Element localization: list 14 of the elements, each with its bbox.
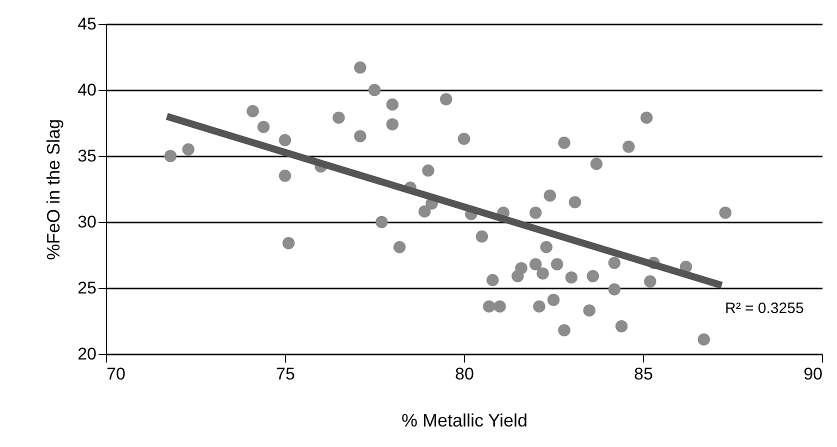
y-tick-label: 25 [78, 278, 96, 298]
y-tick-label: 20 [78, 344, 96, 364]
x-tick-label: 70 [106, 364, 126, 384]
y-tick-label: 35 [78, 146, 96, 166]
x-tick-label: 75 [276, 364, 295, 384]
x-axis-title: % Metallic Yield [401, 410, 528, 430]
y-tick-label: 30 [78, 212, 96, 232]
y-tick-label: 45 [78, 14, 96, 34]
x-tick-label: 90 [804, 364, 822, 384]
x-tick-label: 80 [455, 364, 474, 384]
annotation: R² = 0.3255 [725, 300, 804, 317]
x-tick-label: 85 [634, 364, 653, 384]
y-axis-title: %FeO in the Slag [44, 118, 64, 260]
y-tick-label: 40 [78, 80, 96, 100]
